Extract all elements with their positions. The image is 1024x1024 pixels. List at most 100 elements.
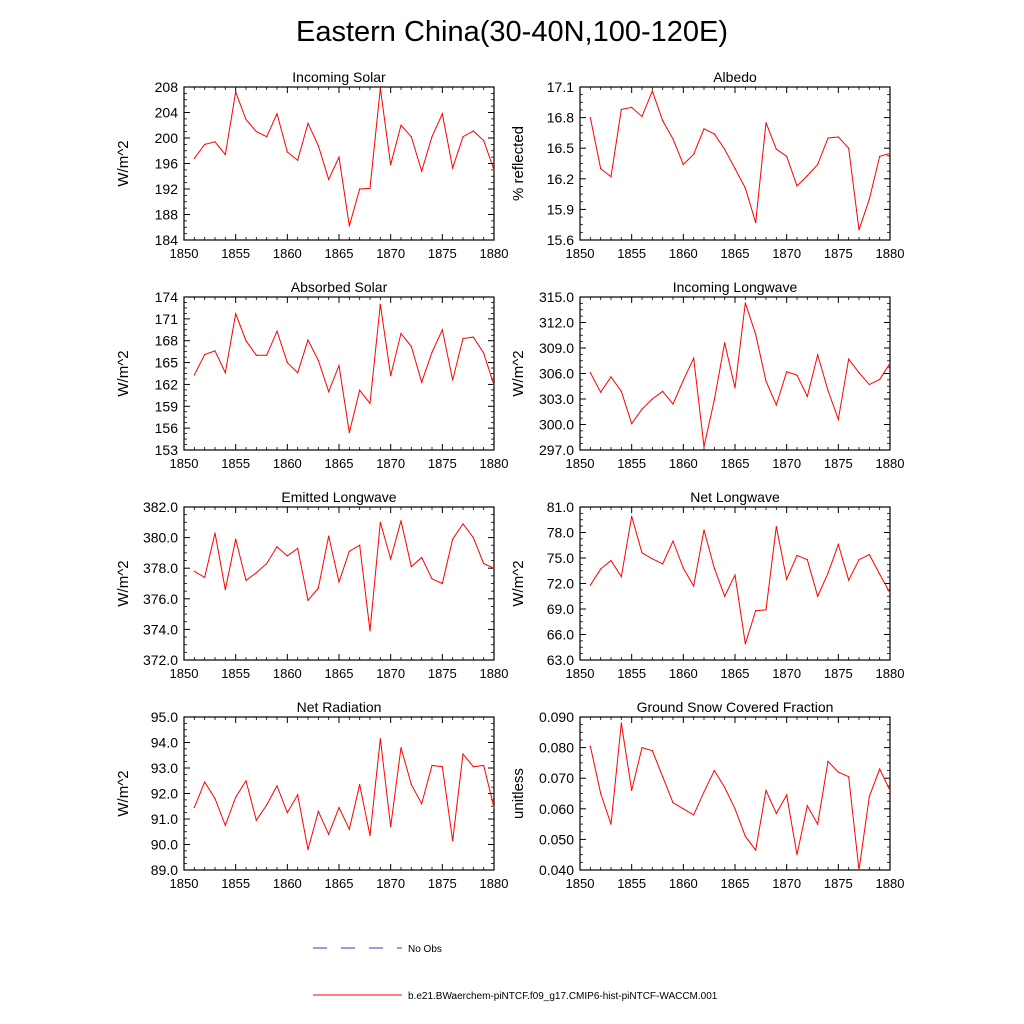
data-point xyxy=(672,403,674,405)
data-point xyxy=(483,563,485,565)
y-tick-label: 153 xyxy=(155,442,179,458)
data-point xyxy=(400,332,402,335)
data-point xyxy=(224,589,226,591)
y-tick-label: 159 xyxy=(155,398,179,414)
x-tick-label: 1865 xyxy=(325,876,354,891)
data-point xyxy=(276,330,278,332)
data-point xyxy=(307,849,309,851)
data-point xyxy=(703,529,705,531)
data-point xyxy=(359,389,361,391)
data-point xyxy=(431,764,433,767)
data-point xyxy=(276,546,278,548)
data-point xyxy=(796,185,798,187)
data-point xyxy=(421,803,423,805)
x-tick-label: 1855 xyxy=(617,666,646,681)
data-point xyxy=(235,91,237,93)
data-point xyxy=(620,390,622,392)
y-tick-label: 382.0 xyxy=(143,499,178,515)
data-point xyxy=(359,783,361,786)
data-point xyxy=(848,776,850,778)
data-point xyxy=(348,828,350,830)
x-tick-label: 1865 xyxy=(721,876,750,891)
data-point xyxy=(879,573,881,575)
data-point xyxy=(848,579,850,581)
data-point xyxy=(734,168,736,170)
data-point xyxy=(806,559,808,561)
data-point xyxy=(472,537,474,539)
data-point xyxy=(193,806,195,809)
y-tick-label: 378.0 xyxy=(143,560,178,576)
data-point xyxy=(297,794,299,796)
data-point xyxy=(462,753,464,755)
data-point xyxy=(421,556,423,559)
x-tick-label: 1870 xyxy=(772,246,801,261)
data-point xyxy=(724,342,726,344)
x-tick-label: 1850 xyxy=(170,246,199,261)
data-point xyxy=(441,766,443,768)
data-point xyxy=(827,389,829,392)
data-point xyxy=(421,170,423,172)
data-point xyxy=(703,791,705,793)
panel-ground-snow-covered-fraction: Ground Snow Covered Fraction 1850 1855 1860… xyxy=(510,699,904,891)
data-point xyxy=(806,805,808,807)
y-tick-label: 78.0 xyxy=(547,525,574,541)
data-point xyxy=(338,581,340,583)
data-point xyxy=(641,747,643,749)
data-point xyxy=(724,148,726,150)
y-tick-label: 168 xyxy=(155,333,179,349)
data-point xyxy=(493,384,495,386)
data-point xyxy=(266,354,268,356)
data-point xyxy=(317,145,319,147)
data-point xyxy=(245,579,247,582)
data-point xyxy=(827,137,829,139)
data-point xyxy=(286,361,288,364)
data-point xyxy=(286,151,288,153)
data-point xyxy=(431,578,433,580)
y-axis-label: W/m^2 xyxy=(510,560,527,606)
y-tick-label: 92.0 xyxy=(151,786,178,802)
data-point xyxy=(452,379,454,381)
panel-emitted-longwave: Emitted Longwave 1850 1855 1860 1865 1870 1875… xyxy=(115,489,508,681)
data-point xyxy=(744,302,746,304)
data-point xyxy=(734,808,736,810)
x-tick-label: 1865 xyxy=(325,666,354,681)
y-tick-label: 72.0 xyxy=(547,576,574,592)
x-tick-label: 1850 xyxy=(566,246,595,261)
x-tick-label: 1865 xyxy=(721,666,750,681)
panel-incoming-longwave: Incoming Longwave 1850 1855 1860 1865 1870 187… xyxy=(510,279,904,471)
data-point xyxy=(693,153,695,155)
x-tick-label: 1875 xyxy=(428,666,457,681)
data-point xyxy=(255,819,257,821)
data-point xyxy=(235,538,237,540)
data-point xyxy=(879,768,881,770)
data-point xyxy=(214,798,216,800)
y-tick-label: 89.0 xyxy=(151,862,178,878)
x-tick-label: 1850 xyxy=(170,666,199,681)
x-tick-label: 1870 xyxy=(376,246,405,261)
y-tick-label: 0.090 xyxy=(539,709,574,725)
y-tick-label: 0.080 xyxy=(539,740,574,756)
data-point xyxy=(610,559,612,562)
legend-obs-label: No Obs xyxy=(408,944,442,955)
data-point xyxy=(734,574,736,576)
data-point xyxy=(245,340,247,342)
y-tick-label: 200 xyxy=(155,130,179,146)
data-point xyxy=(724,595,726,597)
data-point xyxy=(682,567,684,569)
data-point xyxy=(348,431,350,434)
data-point xyxy=(483,764,485,767)
y-tick-label: 0.070 xyxy=(539,770,574,786)
panel-title: Incoming Longwave xyxy=(673,279,798,295)
data-point xyxy=(204,576,206,578)
x-tick-label: 1875 xyxy=(824,246,853,261)
data-point xyxy=(286,555,288,557)
y-tick-label: 0.040 xyxy=(539,862,574,878)
y-tick-label: 306.0 xyxy=(539,366,574,382)
y-tick-label: 94.0 xyxy=(151,735,178,751)
data-point xyxy=(255,572,257,574)
x-tick-label: 1870 xyxy=(772,456,801,471)
data-point xyxy=(837,136,839,138)
data-point xyxy=(765,609,767,611)
data-point xyxy=(662,776,664,778)
